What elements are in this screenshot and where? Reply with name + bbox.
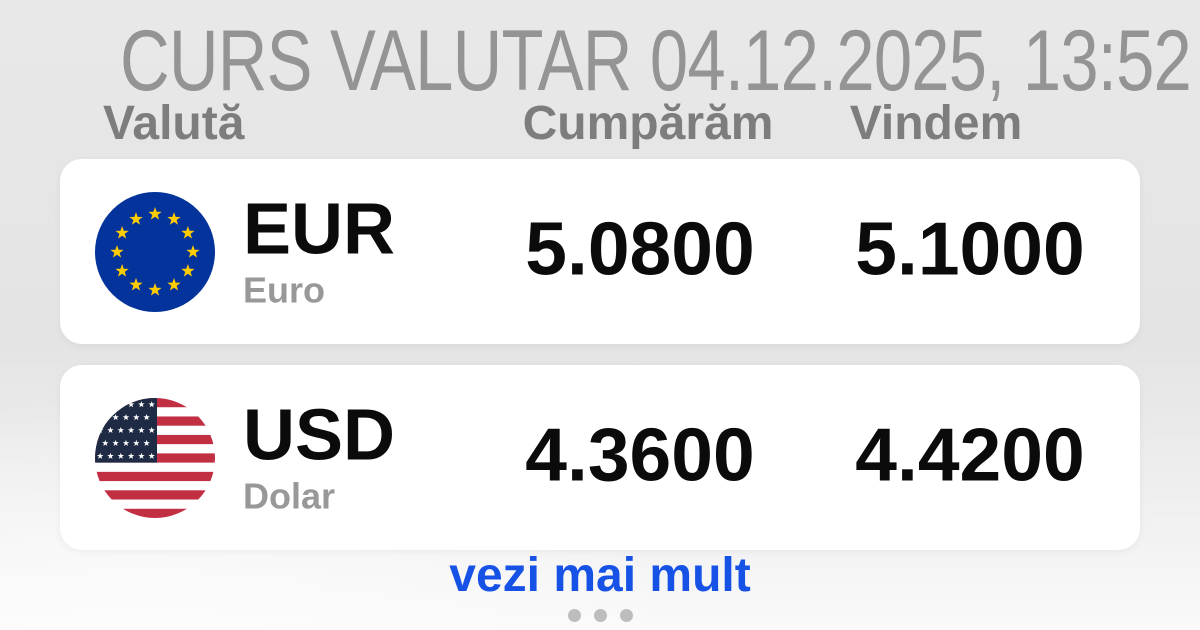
buy-rate: 5.0800 — [525, 206, 755, 291]
column-header-buy: Cumpărăm — [522, 97, 774, 150]
currency-row-eur: EUR Euro 5.0800 5.1000 — [60, 159, 1140, 344]
currency-name: Dolar — [243, 475, 336, 517]
column-header-sell: Vindem — [849, 97, 1023, 150]
currency-code: USD — [243, 395, 396, 476]
currency-code: EUR — [243, 189, 396, 270]
currency-row-usd: USD Dolar 4.3600 4.4200 — [60, 365, 1140, 550]
currency-name: Euro — [243, 269, 326, 311]
currency-label-group: EUR Euro — [243, 193, 395, 310]
page-title: CURS VALUTAR 04.12.2025, 13:52 — [120, 13, 1192, 109]
pagination-dot[interactable] — [619, 609, 633, 622]
currency-label-group: USD Dolar — [243, 399, 395, 516]
column-header-currency: Valută — [103, 97, 245, 150]
pagination-dot[interactable] — [593, 609, 607, 622]
see-more-link[interactable]: vezi mai mult — [449, 549, 751, 602]
eu-flag-icon — [95, 191, 215, 312]
sell-rate: 4.4200 — [855, 412, 1085, 497]
pagination-dots — [0, 609, 1200, 622]
pagination-dot[interactable] — [567, 609, 581, 622]
buy-rate: 4.3600 — [525, 412, 755, 497]
sell-rate: 5.1000 — [855, 206, 1085, 291]
us-flag-icon — [95, 397, 215, 518]
